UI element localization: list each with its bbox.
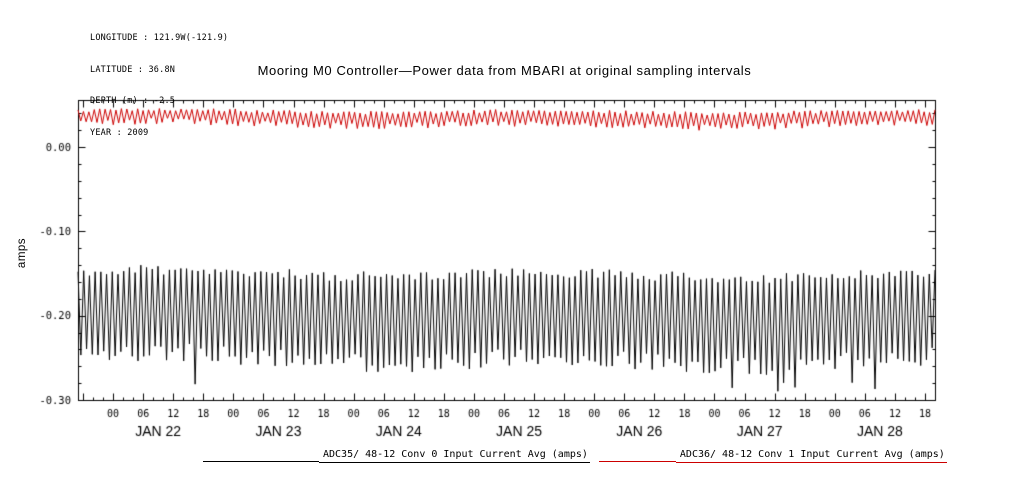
legend-item: ADC36/ 48-12 Conv 1 Input Current Avg (a… xyxy=(598,449,947,463)
black-series-line-icon xyxy=(203,461,319,462)
legend: ADC35/ 48-12 Conv 0 Input Current Avg (a… xyxy=(203,449,947,463)
longitude-label: LONGITUDE : 121.9W(-121.9) xyxy=(90,33,229,43)
legend-label-adc35: ADC35/ 48-12 Conv 0 Input Current Avg (a… xyxy=(319,449,590,463)
legend-item: ADC35/ 48-12 Conv 0 Input Current Avg (a… xyxy=(203,449,590,463)
red-series-line-icon xyxy=(598,461,676,462)
plot-canvas xyxy=(0,90,1009,455)
latitude-label: LATITUDE : 36.8N xyxy=(90,64,176,75)
legend-label-adc36: ADC36/ 48-12 Conv 1 Input Current Avg (a… xyxy=(675,449,947,463)
chart-title: Mooring M0 Controller—Power data from MB… xyxy=(257,63,752,78)
